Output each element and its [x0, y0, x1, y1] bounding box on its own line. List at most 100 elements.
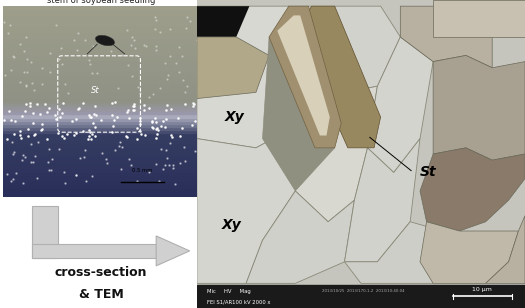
- Polygon shape: [277, 15, 330, 136]
- Point: [10, 132, 18, 136]
- Point: [31, 154, 39, 159]
- Bar: [3, 26, 200, 32]
- Bar: [3, 77, 200, 83]
- Bar: [3, 30, 200, 35]
- Point: [152, 119, 160, 124]
- Point: [129, 102, 138, 107]
- Point: [89, 121, 97, 126]
- Bar: [197, 285, 525, 308]
- Point: [161, 162, 169, 167]
- Point: [118, 144, 126, 149]
- Point: [110, 99, 119, 104]
- Point: [169, 163, 177, 168]
- Point: [27, 160, 35, 164]
- Point: [98, 34, 106, 39]
- Point: [88, 174, 96, 179]
- Point: [72, 173, 80, 178]
- Point: [82, 178, 91, 183]
- Point: [38, 81, 47, 86]
- Point: [68, 119, 77, 124]
- Point: [153, 126, 161, 131]
- Point: [26, 103, 34, 108]
- Point: [27, 80, 36, 85]
- Point: [148, 125, 156, 130]
- Point: [58, 110, 66, 115]
- Point: [152, 162, 160, 167]
- Point: [51, 23, 60, 28]
- Bar: [3, 176, 200, 181]
- Point: [17, 113, 26, 118]
- Point: [171, 181, 179, 186]
- Point: [145, 169, 154, 174]
- Point: [22, 83, 30, 87]
- Text: Mic     HV     Mag: Mic HV Mag: [207, 289, 250, 294]
- Point: [34, 139, 43, 144]
- Point: [175, 45, 184, 50]
- Polygon shape: [262, 37, 335, 191]
- Point: [117, 167, 125, 172]
- Bar: [3, 100, 200, 105]
- Polygon shape: [295, 86, 377, 222]
- Point: [80, 147, 89, 152]
- Bar: [3, 43, 200, 47]
- Point: [86, 115, 94, 120]
- Bar: [3, 23, 200, 28]
- Polygon shape: [433, 55, 525, 160]
- Bar: [3, 39, 200, 44]
- Point: [33, 176, 41, 180]
- Point: [98, 151, 106, 156]
- Point: [37, 127, 45, 132]
- Polygon shape: [295, 6, 381, 148]
- Point: [72, 48, 81, 53]
- Bar: [3, 96, 200, 102]
- Point: [122, 133, 130, 138]
- Bar: [3, 157, 200, 162]
- Point: [58, 134, 67, 139]
- Point: [109, 123, 117, 128]
- Bar: [3, 20, 200, 25]
- Point: [22, 35, 30, 40]
- Bar: [3, 138, 200, 143]
- Point: [74, 107, 82, 111]
- Point: [164, 163, 173, 168]
- Point: [47, 168, 56, 172]
- Point: [33, 102, 41, 107]
- Point: [16, 42, 25, 47]
- Point: [161, 107, 170, 112]
- Point: [30, 133, 38, 138]
- Point: [22, 83, 30, 88]
- Point: [162, 102, 171, 107]
- Point: [179, 78, 187, 83]
- Point: [116, 140, 124, 145]
- Point: [191, 119, 199, 124]
- Point: [151, 26, 159, 31]
- Point: [127, 162, 135, 167]
- Point: [162, 148, 170, 153]
- Point: [37, 66, 46, 71]
- Bar: [3, 128, 200, 133]
- Point: [23, 70, 32, 75]
- Point: [130, 108, 139, 113]
- Ellipse shape: [96, 35, 114, 46]
- Point: [103, 160, 111, 165]
- Point: [26, 101, 34, 106]
- Point: [60, 81, 69, 86]
- Point: [9, 150, 18, 155]
- Point: [78, 100, 87, 105]
- Point: [140, 107, 149, 112]
- Point: [174, 116, 183, 120]
- Point: [55, 147, 63, 152]
- Polygon shape: [368, 37, 433, 172]
- Bar: [3, 17, 200, 22]
- Polygon shape: [486, 216, 525, 283]
- Point: [140, 102, 148, 107]
- Text: St: St: [91, 86, 100, 95]
- Point: [24, 127, 33, 132]
- Point: [45, 70, 54, 75]
- Point: [27, 60, 35, 65]
- Point: [81, 37, 89, 42]
- Point: [123, 108, 132, 113]
- Point: [189, 101, 197, 106]
- Point: [101, 157, 110, 162]
- Bar: [3, 125, 200, 130]
